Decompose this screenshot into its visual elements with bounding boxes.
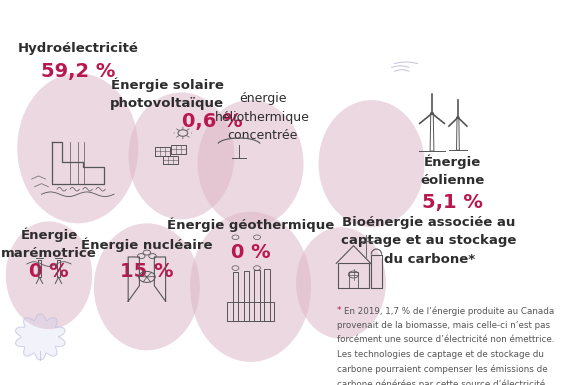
Text: éolienne: éolienne xyxy=(420,174,484,187)
Text: Énergie géothermique: Énergie géothermique xyxy=(167,218,334,233)
Text: En 2019, 1,7 % de l’énergie produite au Canada: En 2019, 1,7 % de l’énergie produite au … xyxy=(344,306,555,316)
Text: 0,6 %: 0,6 % xyxy=(181,112,242,131)
Text: Énergie solaire: Énergie solaire xyxy=(111,78,223,92)
Text: Bioénergie associée au: Bioénergie associée au xyxy=(343,216,516,229)
Text: énergie: énergie xyxy=(239,92,286,105)
Ellipse shape xyxy=(190,212,311,362)
Text: captage et au stockage: captage et au stockage xyxy=(342,234,517,247)
Ellipse shape xyxy=(319,100,425,227)
Text: du carbone*: du carbone* xyxy=(384,253,475,266)
Ellipse shape xyxy=(6,221,92,329)
Text: 15 %: 15 % xyxy=(120,262,173,281)
Text: 5,1 %: 5,1 % xyxy=(422,192,483,212)
Ellipse shape xyxy=(94,223,200,350)
Text: héliothermique: héliothermique xyxy=(215,111,310,124)
Text: photovoltaïque: photovoltaïque xyxy=(110,97,224,110)
Text: Les technologies de captage et de stockage du: Les technologies de captage et de stocka… xyxy=(337,350,544,359)
Ellipse shape xyxy=(296,227,386,339)
Text: marémotrice: marémotrice xyxy=(1,247,97,260)
Text: Hydroélectricité: Hydroélectricité xyxy=(17,42,138,55)
Text: provenait de la biomasse, mais celle-ci n’est pas: provenait de la biomasse, mais celle-ci … xyxy=(337,321,550,330)
Text: forcément une source d’électricité non émettrice.: forcément une source d’électricité non é… xyxy=(337,335,554,344)
Ellipse shape xyxy=(17,73,138,223)
Text: Énergie: Énergie xyxy=(423,155,481,169)
Text: concentrée: concentrée xyxy=(228,129,298,142)
Text: Énergie nucléaire: Énergie nucléaire xyxy=(81,237,213,252)
Ellipse shape xyxy=(128,92,234,219)
Text: carbone générées par cette source d’électricité.: carbone générées par cette source d’élec… xyxy=(337,379,548,385)
Text: *: * xyxy=(337,306,342,315)
Text: 59,2 %: 59,2 % xyxy=(40,62,115,81)
Text: carbone pourraient compenser les émissions de: carbone pourraient compenser les émissio… xyxy=(337,365,548,374)
Text: 0 %: 0 % xyxy=(29,262,69,281)
Text: Énergie: Énergie xyxy=(20,228,78,243)
Text: 0 %: 0 % xyxy=(231,243,270,262)
Polygon shape xyxy=(16,314,65,360)
Ellipse shape xyxy=(198,100,304,227)
